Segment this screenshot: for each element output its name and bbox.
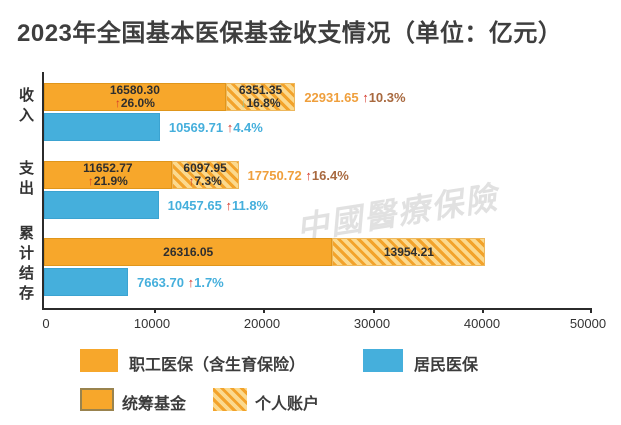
plot-area: 16580.30 ↑26.0% 6351.35 ↓16.8% 22931.65 …: [42, 72, 593, 313]
balance-employee-bar: 26316.05 13954.21: [44, 238, 592, 266]
balance-personal-value: 13954.21: [383, 245, 434, 259]
balance-resident-segment: [44, 268, 128, 296]
up-arrow-icon: ↑: [114, 96, 121, 110]
income-employee-bar: 16580.30 ↑26.0% 6351.35 ↓16.8% 22931.65 …: [44, 83, 592, 111]
x-tick-mark: [263, 308, 266, 313]
balance-resident-label: 7663.70 ↑1.7%: [136, 274, 224, 290]
income-personal-segment: 6351.35 ↓16.8%: [225, 83, 296, 111]
legend-swatch-resident: [363, 349, 403, 372]
up-arrow-icon: ↑: [305, 167, 312, 183]
income-pooled-segment: 16580.30 ↑26.0%: [44, 83, 226, 111]
legend-row-1: 职工医保（含生育保险） 居民医保: [0, 349, 621, 374]
x-tick-label-40000: 40000: [463, 316, 501, 331]
income-personal-value: 6351.35: [238, 83, 283, 97]
legend-row-2: 统筹基金 个人账户: [0, 388, 621, 413]
expense-resident-bar: 10457.65 ↑11.8%: [44, 191, 592, 219]
balance-personal-segment: 13954.21: [332, 238, 486, 266]
x-tick-label-0: 0: [42, 316, 50, 331]
legend-swatch-personal: [213, 388, 247, 411]
expense-pooled-change: ↑21.9%: [87, 174, 128, 188]
up-arrow-icon: ↑: [87, 174, 94, 188]
income-pooled-value: 16580.30: [109, 83, 160, 97]
expense-employee-bar: 11652.77 ↑21.9% 6097.95 ↑7.3% 17750.72 ↑…: [44, 161, 592, 189]
x-tick-label-20000: 20000: [243, 316, 281, 331]
expense-pooled-value: 11652.77: [83, 161, 133, 175]
income-resident-label: 10569.71 ↑4.4%: [168, 119, 263, 135]
x-tick-mark: [482, 308, 485, 313]
expense-personal-segment: 6097.95 ↑7.3%: [171, 161, 239, 189]
category-label-expense: 支出: [17, 160, 34, 200]
x-tick-label-30000: 30000: [353, 316, 391, 331]
income-employee-total-label: 22931.65 ↑10.3%: [304, 89, 406, 105]
x-tick-mark: [590, 308, 593, 313]
income-resident-bar: 10569.71 ↑4.4%: [44, 113, 592, 141]
expense-employee-total-label: 17750.72 ↑16.4%: [247, 167, 349, 183]
legend-label-employee: 职工医保（含生育保险）: [129, 357, 306, 374]
up-arrow-icon: ↑: [188, 174, 195, 188]
category-label-income: 收入: [17, 87, 34, 127]
legend-swatch-employee: [80, 349, 118, 372]
down-arrow-icon: ↓: [240, 96, 247, 110]
x-tick-label-10000: 10000: [133, 316, 171, 331]
expense-resident-label: 10457.65 ↑11.8%: [167, 197, 269, 213]
x-tick-mark: [153, 308, 156, 313]
chart-title: 2023年全国基本医保基金收支情况（单位：亿元）: [17, 20, 563, 47]
balance-pooled-segment: 26316.05: [44, 238, 333, 266]
balance-pooled-value: 26316.05: [163, 245, 214, 259]
balance-resident-bar: 7663.70 ↑1.7%: [44, 268, 592, 296]
expense-personal-value: 6097.95: [183, 161, 227, 175]
category-label-balance: 累计结存: [17, 225, 34, 305]
expense-pooled-segment: 11652.77 ↑21.9%: [44, 161, 172, 189]
expense-personal-change: ↑7.3%: [188, 174, 222, 188]
income-pooled-change: ↑26.0%: [114, 96, 155, 110]
x-tick-label-50000: 50000: [569, 316, 607, 331]
up-arrow-icon: ↑: [187, 274, 195, 290]
legend-label-personal: 个人账户: [255, 396, 320, 413]
income-personal-change: ↓16.8%: [240, 96, 281, 110]
up-arrow-icon: ↑: [225, 197, 232, 213]
legend-label-resident: 居民医保: [414, 357, 479, 374]
x-tick-mark: [372, 308, 375, 313]
up-arrow-icon: ↑: [226, 119, 234, 135]
expense-resident-segment: [44, 191, 159, 219]
up-arrow-icon: ↑: [362, 89, 369, 105]
legend-swatch-pooled: [80, 388, 114, 411]
income-resident-segment: [44, 113, 160, 141]
legend-label-pooled: 统筹基金: [122, 396, 187, 413]
